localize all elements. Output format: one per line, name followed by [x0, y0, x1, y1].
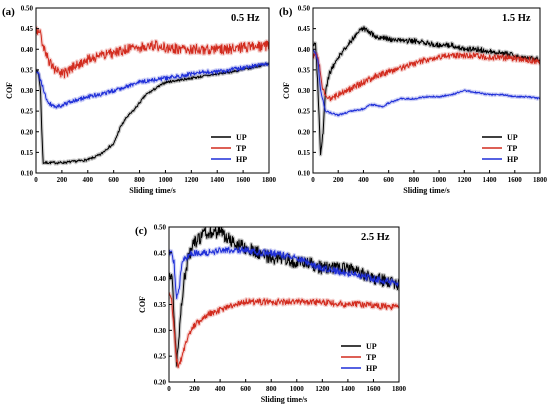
series-line-hp [169, 246, 399, 300]
x-tick-label: 1600 [236, 176, 251, 184]
y-tick-label: 0.35 [21, 66, 34, 74]
y-tick-label: 0.20 [298, 128, 311, 136]
frequency-annotation: 0.5 Hz [231, 13, 260, 24]
y-axis-label: COF [138, 296, 147, 313]
series-line-hp [313, 49, 540, 117]
series-line-tp [36, 26, 269, 79]
legend-label-hp: HP [507, 155, 518, 164]
x-tick-label: 1400 [483, 176, 498, 184]
x-tick-label: 200 [57, 176, 68, 184]
legend: UP TP HP [341, 342, 377, 373]
chart-panel-1: 0 200 400 600 800 1000 1200 1400 1600 1800 0.10 0.1… [2, 5, 277, 196]
legend-label-tp: TP [366, 353, 376, 362]
x-tick-label: 800 [266, 385, 277, 393]
legend-label-hp: HP [366, 364, 377, 373]
y-tick-label: 0.15 [21, 149, 34, 157]
frequency-annotation: 2.5 Hz [361, 232, 390, 243]
x-axis-label: Sliding time/s [403, 186, 449, 195]
y-tick-label: 0.40 [154, 275, 167, 283]
series-line-up [313, 26, 540, 156]
x-tick-label: 1000 [158, 176, 173, 184]
series-line-up [169, 227, 399, 367]
x-tick-label: 400 [83, 176, 94, 184]
legend-label-up: UP [236, 133, 247, 142]
y-tick-label: 0.25 [298, 108, 311, 116]
y-tick-label: 0.30 [21, 87, 34, 95]
y-tick-label: 0.30 [154, 327, 167, 335]
y-tick-label: 0.50 [21, 5, 34, 13]
y-tick-label: 0.35 [298, 66, 311, 74]
x-tick-label: 1200 [457, 176, 472, 184]
y-tick-label: 0.10 [298, 170, 311, 178]
chart-panel-2: 0 200 400 600 800 1000 1200 1400 1600 1800 0.10 0.1… [279, 5, 548, 196]
legend: UP TP HP [482, 133, 518, 164]
x-tick-label: 1200 [184, 176, 199, 184]
x-tick-label: 1400 [341, 385, 356, 393]
y-axis-label: COF [5, 82, 14, 99]
frequency-annotation: 1.5 Hz [502, 13, 531, 24]
x-tick-label: 0 [167, 385, 171, 393]
x-tick-label: 1600 [366, 385, 381, 393]
x-tick-label: 1800 [262, 176, 277, 184]
series-line-tp [313, 52, 540, 102]
x-tick-label: 600 [383, 176, 394, 184]
legend: UP TP HP [211, 133, 247, 164]
y-tick-label: 0.45 [298, 25, 311, 33]
x-tick-label: 200 [189, 385, 200, 393]
y-tick-label: 0.30 [298, 87, 311, 95]
y-tick-label: 0.25 [21, 108, 34, 116]
x-axis-label: Sliding time/s [129, 186, 175, 195]
series-line-hp [36, 62, 269, 109]
x-tick-label: 1000 [290, 385, 305, 393]
x-tick-label: 0 [34, 176, 38, 184]
y-tick-label: 0.25 [154, 353, 167, 361]
x-tick-label: 1400 [210, 176, 225, 184]
y-tick-label: 0.20 [154, 379, 167, 387]
series-line-up [36, 63, 269, 165]
panel-label: (c) [135, 225, 148, 237]
series-line-tp [169, 292, 399, 369]
y-tick-label: 0.40 [21, 46, 34, 54]
y-tick-label: 0.50 [298, 5, 311, 13]
legend-label-tp: TP [507, 144, 517, 153]
chart-panel-3: 0 200 400 600 800 1000 1200 1400 1600 1800 0.20 0.2… [135, 224, 407, 405]
y-tick-label: 0.10 [21, 170, 34, 178]
legend-label-up: UP [507, 133, 518, 142]
panel-label: (a) [2, 6, 15, 18]
x-tick-label: 800 [134, 176, 145, 184]
y-tick-label: 0.40 [298, 46, 311, 54]
x-tick-label: 1000 [432, 176, 447, 184]
x-tick-label: 1200 [315, 385, 330, 393]
y-tick-label: 0.45 [154, 249, 167, 257]
x-tick-label: 600 [240, 385, 251, 393]
x-tick-label: 400 [215, 385, 226, 393]
x-tick-label: 600 [108, 176, 119, 184]
x-tick-label: 400 [358, 176, 369, 184]
x-tick-label: 800 [409, 176, 420, 184]
x-tick-label: 1600 [508, 176, 523, 184]
series-halo-up [169, 227, 399, 368]
y-tick-label: 0.50 [154, 224, 167, 232]
y-tick-label: 0.45 [21, 25, 34, 33]
y-axis-label: COF [282, 82, 291, 99]
legend-label-up: UP [366, 342, 377, 351]
y-tick-label: 0.20 [21, 128, 34, 136]
y-tick-label: 0.15 [298, 149, 311, 157]
x-tick-label: 1800 [392, 385, 407, 393]
y-tick-label: 0.35 [154, 301, 167, 309]
x-axis-label: Sliding time/s [261, 395, 307, 404]
x-tick-label: 200 [333, 176, 344, 184]
legend-label-hp: HP [236, 155, 247, 164]
x-tick-label: 0 [311, 176, 315, 184]
legend-label-tp: TP [236, 144, 246, 153]
x-tick-label: 1800 [533, 176, 548, 184]
panel-label: (b) [279, 6, 293, 18]
